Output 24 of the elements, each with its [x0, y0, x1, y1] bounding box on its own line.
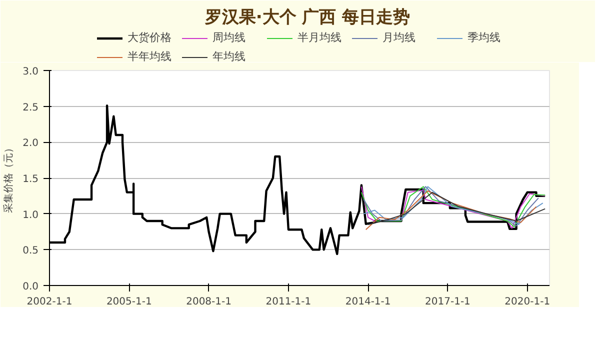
legend-label: 半年均线: [128, 49, 172, 64]
legend-label: 月均线: [382, 31, 416, 45]
legend-label: 半月均线: [298, 31, 342, 45]
y-tick-label: 0.0: [22, 282, 39, 292]
legend-label: 年均线: [212, 49, 246, 64]
y-axis-title: 采集价格（元）: [2, 143, 15, 213]
legend-label: 大货价格: [128, 31, 172, 45]
y-tick-label: 1.5: [22, 174, 39, 185]
line-series: [368, 192, 546, 226]
y-tick-label: 2.0: [22, 138, 39, 150]
y-tick-label: 1.0: [22, 210, 39, 221]
y-tick-label: 2.5: [22, 102, 39, 114]
x-tick-label: 2020-1-1: [504, 296, 550, 308]
x-tick-label: 2017-1-1: [425, 296, 470, 308]
legend-label: 周均线: [212, 31, 246, 45]
x-tick-label: 2008-1-1: [186, 296, 232, 308]
y-tick-label: 3.0: [22, 66, 39, 78]
x-tick-label: 2011-1-1: [266, 296, 312, 308]
x-tick-label: 2005-1-1: [106, 296, 152, 308]
x-tick-label: 2014-1-1: [345, 296, 391, 308]
y-tick-label: 0.5: [22, 246, 39, 257]
chart-title: 罗汉果·大个 广西 每日走势: [204, 8, 410, 28]
x-tick-label: 2002-1-1: [26, 296, 72, 308]
legend-label: 季均线: [468, 31, 502, 45]
